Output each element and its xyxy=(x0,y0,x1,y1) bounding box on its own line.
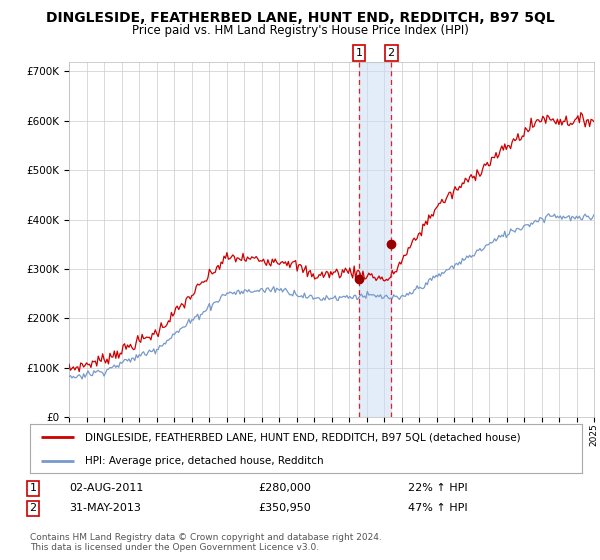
Text: 1: 1 xyxy=(356,48,362,58)
Text: Price paid vs. HM Land Registry's House Price Index (HPI): Price paid vs. HM Land Registry's House … xyxy=(131,24,469,36)
Text: 2: 2 xyxy=(388,48,395,58)
Text: £350,950: £350,950 xyxy=(258,503,311,514)
Text: 1: 1 xyxy=(29,483,37,493)
Text: 47% ↑ HPI: 47% ↑ HPI xyxy=(408,503,467,514)
Text: £280,000: £280,000 xyxy=(258,483,311,493)
Text: 22% ↑ HPI: 22% ↑ HPI xyxy=(408,483,467,493)
Text: DINGLESIDE, FEATHERBED LANE, HUNT END, REDDITCH, B97 5QL: DINGLESIDE, FEATHERBED LANE, HUNT END, R… xyxy=(46,11,554,25)
Text: 02-AUG-2011: 02-AUG-2011 xyxy=(69,483,143,493)
Text: DINGLESIDE, FEATHERBED LANE, HUNT END, REDDITCH, B97 5QL (detached house): DINGLESIDE, FEATHERBED LANE, HUNT END, R… xyxy=(85,432,521,442)
Text: Contains HM Land Registry data © Crown copyright and database right 2024.: Contains HM Land Registry data © Crown c… xyxy=(30,533,382,542)
Text: This data is licensed under the Open Government Licence v3.0.: This data is licensed under the Open Gov… xyxy=(30,543,319,552)
Bar xyxy=(359,62,391,417)
Text: HPI: Average price, detached house, Redditch: HPI: Average price, detached house, Redd… xyxy=(85,456,324,466)
Text: 31-MAY-2013: 31-MAY-2013 xyxy=(69,503,141,514)
Text: 2: 2 xyxy=(29,503,37,514)
